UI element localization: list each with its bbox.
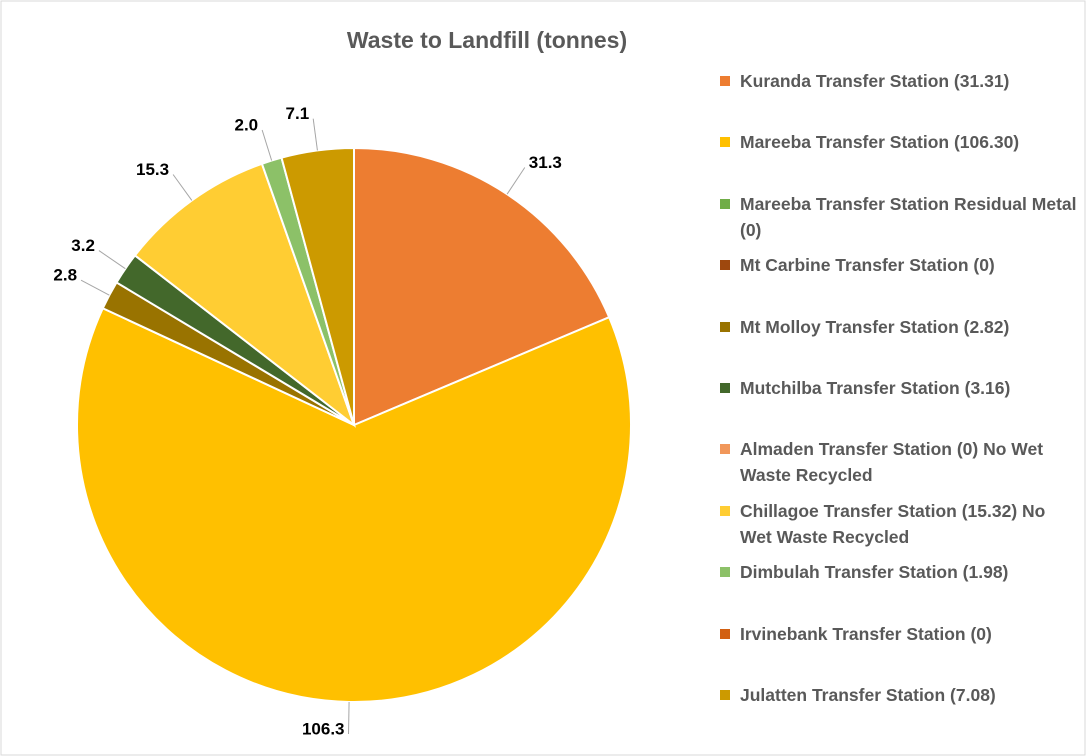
legend-swatch — [720, 137, 730, 148]
legend-entry: Irvinebank Transfer Station (0) — [720, 621, 1082, 682]
legend-entry: Dimbulah Transfer Station (1.98) — [720, 559, 1082, 620]
legend-swatch — [720, 198, 730, 209]
legend-label: Almaden Transfer Station (0) No Wet Wast… — [740, 439, 1044, 486]
legend: Kuranda Transfer Station (31.31) Mareeba … — [720, 68, 1082, 743]
legend-swatch — [720, 628, 730, 639]
legend-swatch — [720, 260, 730, 271]
data-label: 3.2 — [71, 236, 95, 255]
legend-swatch — [720, 321, 730, 332]
legend-label: Mareeba Transfer Station (106.30) — [740, 132, 1020, 153]
legend-entry: Chillagoe Transfer Station (15.32) No We… — [720, 498, 1082, 559]
legend-swatch — [720, 505, 730, 516]
data-label: 15.3 — [136, 160, 169, 179]
pie-slice — [280, 146, 355, 426]
pie-slice — [76, 306, 632, 703]
legend-entry: Mareeba Transfer Station (106.30) — [720, 129, 1082, 190]
legend-entry: Almaden Transfer Station (0) No Wet Wast… — [720, 436, 1082, 497]
legend-label: Irvinebank Transfer Station (0) — [740, 623, 992, 644]
legend-swatch — [720, 382, 730, 393]
legend-entry: Julatten Transfer Station (7.08) — [720, 682, 1082, 743]
legend-swatch — [720, 567, 730, 578]
data-label: 7.1 — [286, 104, 310, 123]
leader-line — [506, 167, 526, 195]
legend-label: Mutchilba Transfer Station (3.16) — [740, 377, 1011, 398]
legend-label: Mt Carbine Transfer Station (0) — [740, 255, 995, 276]
legend-label: Julatten Transfer Station (7.08) — [740, 684, 996, 705]
leader-line — [261, 129, 273, 161]
legend-entry: Mutchilba Transfer Station (3.16) — [720, 375, 1082, 436]
leader-line — [348, 701, 350, 734]
pie-slice — [353, 146, 611, 427]
leader-line — [98, 250, 126, 270]
legend-label: Dimbulah Transfer Station (1.98) — [740, 562, 1009, 583]
data-label: 31.3 — [529, 153, 562, 172]
chart-title: Waste to Landfill (tonnes) — [347, 27, 627, 53]
legend-swatch — [720, 689, 730, 700]
leader-line — [312, 118, 318, 151]
legend-label: Mt Molloy Transfer Station (2.82) — [740, 316, 1010, 337]
data-label: 2.0 — [234, 115, 258, 134]
legend-label: Kuranda Transfer Station (31.31) — [740, 71, 1010, 91]
legend-label: Mareeba Transfer Station Residual Metal … — [740, 193, 1077, 240]
legend-entry: Mareeba Transfer Station Residual Metal … — [720, 191, 1082, 252]
legend-swatch — [720, 76, 730, 86]
leader-line — [80, 279, 110, 296]
pie-slice — [133, 162, 357, 428]
leader-line — [172, 174, 193, 201]
legend-entry: Mt Molloy Transfer Station (2.82) — [720, 314, 1082, 375]
data-label: 106.3 — [302, 719, 345, 738]
data-label: 2.8 — [53, 266, 77, 285]
legend-entry: Mt Carbine Transfer Station (0) — [720, 252, 1082, 313]
legend-swatch — [720, 444, 730, 455]
legend-entry: Kuranda Transfer Station (31.31) — [720, 68, 1082, 129]
legend-label: Chillagoe Transfer Station (15.32) No We… — [740, 500, 1046, 547]
